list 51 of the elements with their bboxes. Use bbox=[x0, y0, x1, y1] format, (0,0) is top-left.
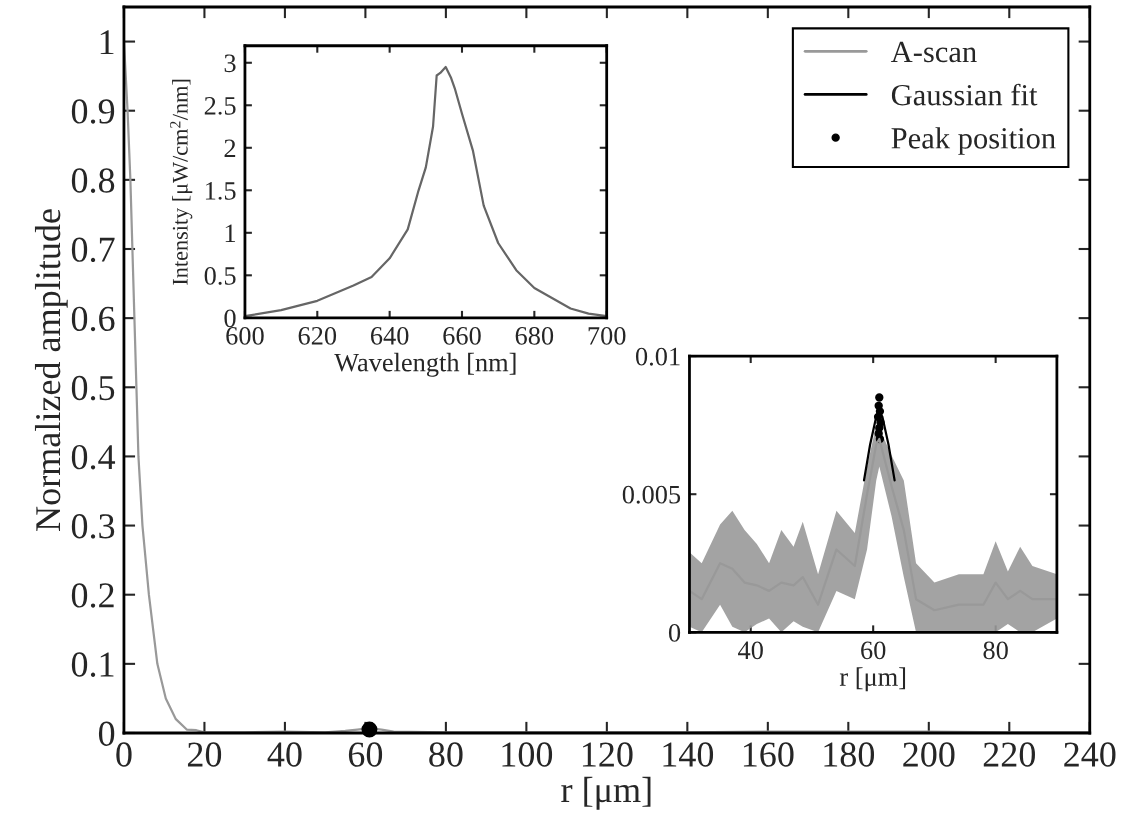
y-tick-label: 0.9 bbox=[71, 99, 115, 124]
x-tick-label: 140 bbox=[663, 742, 714, 767]
y-tick-label: 0 bbox=[224, 309, 236, 328]
y-axis-title: Normalized amplitude bbox=[34, 209, 68, 531]
y-tick-label: 1 bbox=[225, 224, 236, 242]
x-tick-label: 700 bbox=[588, 326, 626, 345]
x-tick-label: 160 bbox=[743, 742, 794, 767]
x-tick-label: 60 bbox=[348, 742, 383, 767]
y-tick-label: 0.5 bbox=[204, 266, 236, 285]
x-tick-label: 100 bbox=[502, 742, 553, 767]
x-tick-label: 60 bbox=[861, 641, 886, 660]
y-tick-label: 0.6 bbox=[71, 306, 115, 332]
y-tick-label: 0.3 bbox=[71, 514, 115, 539]
x-tick-label: 620 bbox=[298, 326, 337, 345]
x-tick-label: 220 bbox=[983, 742, 1035, 767]
y-tick-label: 0 bbox=[668, 623, 681, 642]
x-tick-label: 80 bbox=[429, 742, 463, 767]
y-tick-label: 0 bbox=[98, 721, 115, 746]
x-tick-label: 200 bbox=[903, 742, 955, 767]
y-tick-label: 1.5 bbox=[205, 182, 236, 200]
x-tick-label: 660 bbox=[443, 326, 481, 345]
x-tick-label: 0 bbox=[116, 742, 132, 767]
x-tick-label: 180 bbox=[824, 742, 875, 767]
y-tick-label: 0.1 bbox=[71, 652, 114, 677]
x-tick-label: 120 bbox=[582, 742, 633, 767]
legend-label: A-scan bbox=[890, 41, 977, 63]
y-tick-label: 0.2 bbox=[71, 583, 114, 608]
x-axis-title: r [μm] bbox=[839, 667, 906, 692]
y-tick-label: 0.005 bbox=[622, 485, 681, 504]
y-tick-label: 3 bbox=[224, 54, 236, 73]
y-tick-label: 2 bbox=[224, 139, 236, 157]
x-tick-label: 600 bbox=[226, 326, 264, 345]
x-tick-label: 240 bbox=[1064, 742, 1116, 767]
legend-label: Gaussian fit bbox=[891, 83, 1038, 106]
legend-label: Peak position bbox=[891, 127, 1056, 155]
y-tick-label: 0.7 bbox=[71, 237, 115, 263]
x-tick-label: 640 bbox=[370, 326, 409, 345]
y-tick-label: 1 bbox=[100, 30, 114, 55]
x-tick-label: 40 bbox=[738, 641, 763, 660]
y-tick-label: 0.8 bbox=[71, 168, 115, 193]
x-tick-label: 80 bbox=[983, 641, 1008, 660]
y-tick-label: 0.01 bbox=[635, 347, 680, 366]
y-tick-label: 0.5 bbox=[71, 375, 115, 401]
y-axis-title: Intensity [μW/cm$^{2}$/nm] bbox=[170, 79, 193, 285]
x-axis-title: r [μm] bbox=[561, 776, 651, 810]
x-tick-label: 20 bbox=[187, 742, 222, 767]
x-axis-title: Wavelength [nm] bbox=[334, 352, 516, 377]
y-tick-label: 0.4 bbox=[71, 444, 116, 470]
y-tick-label: 2.5 bbox=[204, 96, 236, 115]
x-tick-label: 40 bbox=[267, 742, 302, 767]
x-tick-label: 680 bbox=[515, 326, 554, 345]
